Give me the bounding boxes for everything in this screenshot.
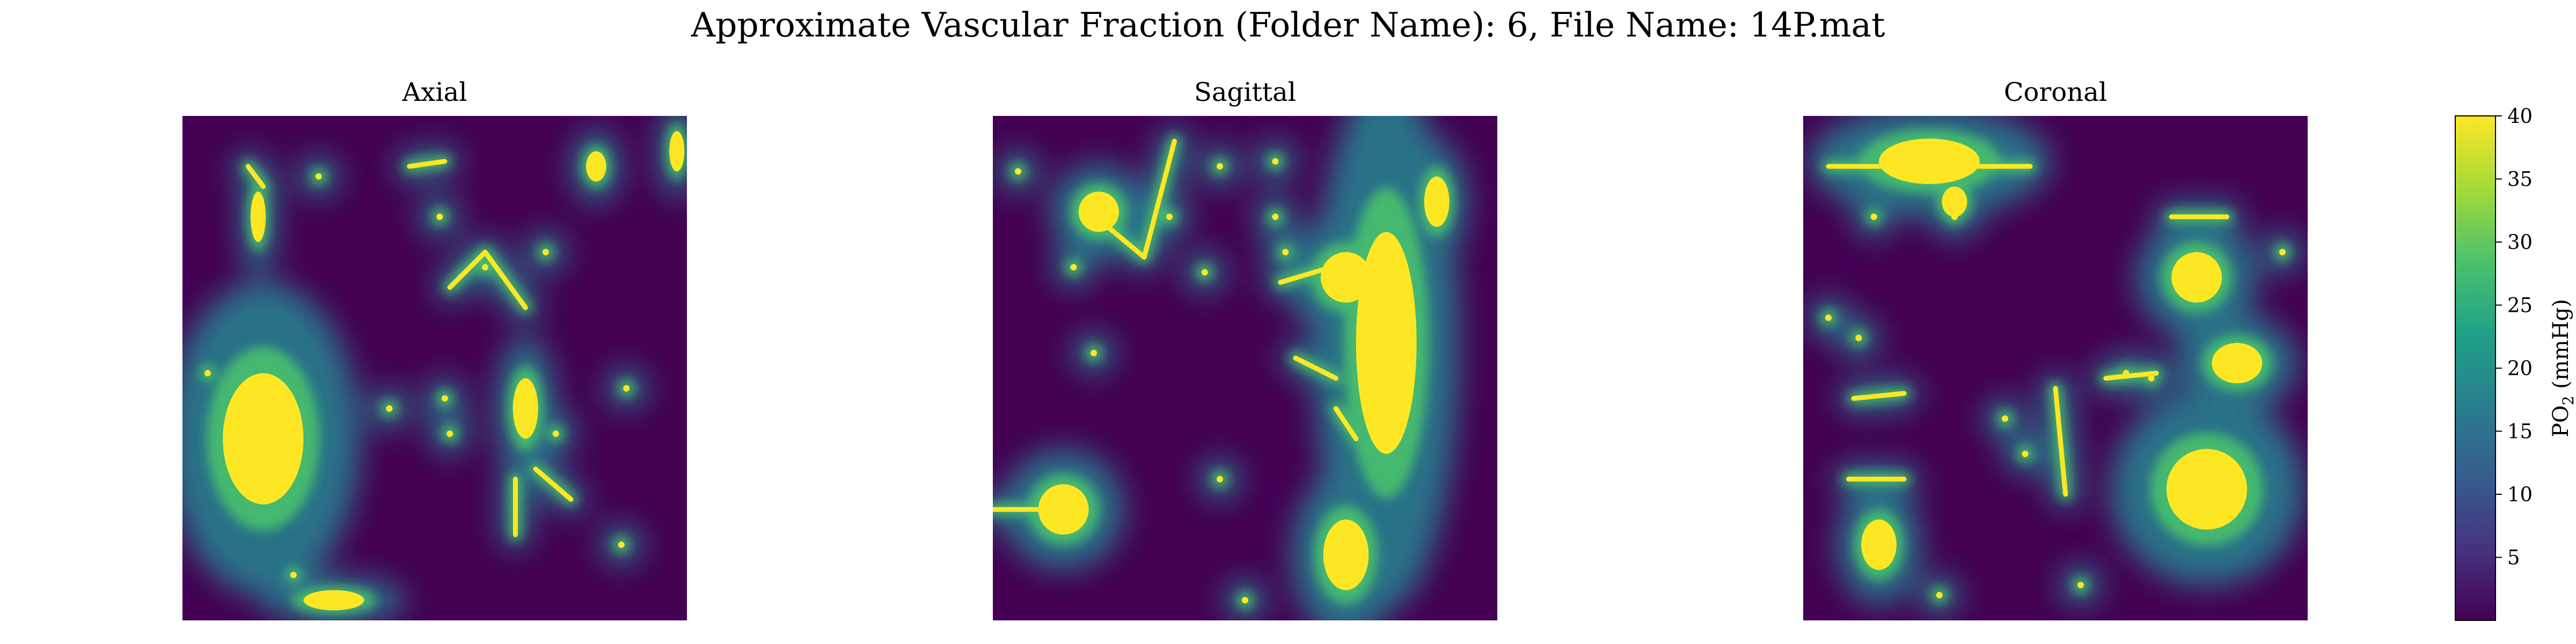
panel-title-coronal: Coronal (2004, 77, 2107, 107)
colorbar-label: PO2 (mmHg) (2549, 299, 2576, 437)
hotspot-dot (1870, 214, 1877, 220)
hotspot-blob (1078, 192, 1119, 232)
hotspot-dot (1855, 334, 1862, 341)
vessel-segment (2103, 370, 2159, 381)
hotspot-blob (1323, 519, 1369, 590)
hotspot-blob (1879, 138, 1980, 184)
heatmap-axial (182, 116, 687, 620)
hotspot-blob (1942, 186, 1967, 217)
hotspot-blob (2212, 343, 2263, 384)
hotspot-dot (1070, 264, 1077, 270)
hotspot-dot (552, 430, 559, 437)
colorbar: 5 10 15 20 25 30 35 40 PO2 (mmHg) (2455, 105, 2576, 621)
vessel-segment (1333, 406, 1359, 442)
hotspot-blob (1861, 519, 1897, 570)
hotspot-dot (1936, 592, 1943, 598)
hotspot-dot (482, 264, 488, 270)
vessel-segment (2053, 386, 2068, 497)
hotspot-blob (223, 373, 304, 504)
colorbar-tick-label: 35 (2507, 168, 2533, 191)
colorbar-tick-label: 15 (2507, 420, 2533, 443)
hotspot-dot (290, 572, 297, 579)
vessel-segment (482, 250, 528, 310)
panel-title-sagittal: Sagittal (1194, 77, 1296, 107)
vessel-segment (1293, 355, 1338, 381)
hotspot-dot (1015, 168, 1021, 175)
hotspot-blob (1321, 252, 1371, 303)
hotspot-dot (2077, 582, 2084, 589)
hotspot-blob (669, 131, 685, 172)
hotspot-dot (1951, 214, 1958, 220)
vessel-segment (407, 159, 448, 169)
hotspot-dot (2279, 248, 2286, 255)
colorbar-tick-label: 20 (2507, 357, 2533, 380)
heatmap-sagittal (993, 116, 1467, 620)
panel-title-axial: Axial (401, 77, 467, 107)
panel-coronal: Coronal (1803, 77, 2308, 620)
hotspot-blob (1356, 232, 1417, 454)
vessel-segment (447, 250, 488, 290)
hotspot-dot (1282, 248, 1289, 255)
hotspot-blob (1424, 176, 1450, 227)
colorbar-label-subscript: 2 (2559, 396, 2576, 405)
hotspot-dot (2002, 415, 2008, 422)
hotspot-dot (315, 173, 322, 180)
hotspot-dot (386, 405, 393, 412)
colorbar-ticks: 5 10 15 20 25 30 35 40 (2496, 105, 2533, 569)
hotspot-dot (447, 430, 453, 437)
hotspot-dot (623, 385, 630, 392)
hotspot-dot (2123, 370, 2129, 377)
panel-axial: Axial (182, 77, 687, 620)
heat-layer (993, 138, 1450, 604)
figure-title: Approximate Vascular Fraction (Folder Na… (691, 5, 1885, 45)
hotspot-dot (1217, 163, 1223, 170)
colorbar-tick-label: 10 (2507, 483, 2533, 506)
hotspot-dot (1091, 349, 1097, 356)
colorbar-tick-label: 40 (2507, 105, 2533, 128)
hotspot-blob (2166, 449, 2248, 530)
hotspot-dot (542, 248, 549, 255)
hotspot-dot (441, 395, 448, 402)
hotspot-dot (1201, 269, 1208, 276)
hotspot-dot (204, 370, 211, 377)
colorbar-gradient (2455, 115, 2496, 621)
hotspot-blob (250, 192, 266, 242)
hotspot-dot (1272, 214, 1279, 220)
hotspot-blob (513, 378, 538, 439)
hotspot-dot (1242, 597, 1248, 604)
heatmap-coronal (1808, 116, 2304, 616)
colorbar-tick-label: 25 (2507, 294, 2533, 317)
vessel-segment (1081, 204, 1147, 260)
hotspot-dot (618, 541, 625, 548)
vessel-segment (1851, 391, 1907, 401)
hotspot-dot (436, 214, 443, 220)
colorbar-tick-label: 30 (2507, 231, 2533, 254)
vessel-segment (1278, 265, 1334, 285)
hotspot-dot (2148, 375, 2155, 382)
hotspot-blob (586, 151, 606, 182)
hotspot-blob (2171, 252, 2222, 303)
vessel-segment (533, 466, 574, 502)
colorbar-tick-label: 5 (2507, 546, 2520, 569)
heat-layer (1825, 138, 2286, 598)
hotspot-dot (1166, 214, 1173, 220)
panel-sagittal: Sagittal (993, 77, 1497, 620)
vessel-segment (245, 164, 266, 189)
hotspot-blob (1038, 484, 1089, 535)
hotspot-dot (1217, 475, 1223, 482)
colorbar-label-main: PO (2549, 405, 2573, 437)
hotspot-dot (1825, 314, 1832, 321)
vessel-segment (1141, 138, 1177, 260)
colorbar-label-unit: (mmHg) (2549, 299, 2573, 396)
heat-layer (204, 131, 685, 611)
hotspot-dot (1272, 158, 1279, 165)
hotspot-dot (2022, 450, 2029, 457)
hotspot-blob (303, 590, 364, 611)
